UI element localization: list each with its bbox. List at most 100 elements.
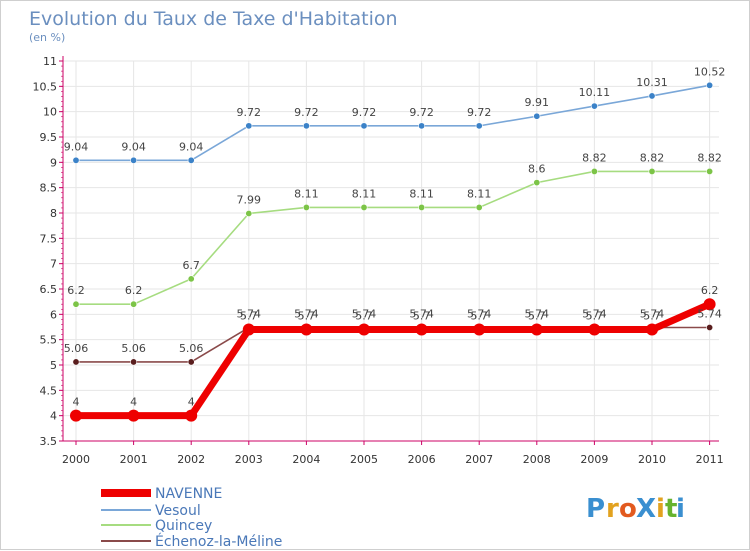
x-tick-label-5: 2005 (350, 453, 378, 466)
data-label-2-0: 5.06 (64, 342, 89, 355)
data-label-0-5: 9.72 (352, 106, 377, 119)
y-tick-label-15: 11 (43, 55, 57, 68)
data-label-1-3: 7.99 (237, 194, 262, 207)
x-tick-label-0: 2000 (62, 453, 90, 466)
data-label-3-2: 4 (188, 396, 195, 409)
x-tick-label-10: 2010 (638, 453, 666, 466)
data-label-2-8: 5.74 (525, 308, 550, 321)
legend-label-1: Vesoul (155, 503, 201, 519)
data-point-1-8 (533, 179, 541, 187)
data-label-1-9: 8.82 (582, 151, 607, 164)
data-label-1-11: 8.82 (697, 151, 722, 164)
data-point-0-6 (418, 122, 426, 130)
data-point-3-6 (415, 323, 428, 336)
logo-letter-3: X (636, 494, 656, 524)
data-label-0-10: 10.31 (636, 76, 668, 89)
y-tick-label-8: 7.5 (40, 232, 58, 245)
data-point-3-8 (530, 323, 543, 336)
data-point-2-11 (706, 324, 714, 332)
data-label-2-7: 5.74 (467, 308, 492, 321)
series-line-3 (76, 300, 712, 420)
x-tick-label-9: 2009 (580, 453, 608, 466)
data-label-0-8: 9.91 (525, 96, 550, 109)
x-tick-label-6: 2006 (408, 453, 436, 466)
data-label-3-9: 5.7 (586, 310, 604, 323)
data-label-2-11: 5.74 (697, 308, 722, 321)
data-point-3-7 (473, 323, 486, 336)
data-point-3-3 (242, 323, 255, 336)
data-label-2-9: 5.74 (582, 308, 607, 321)
data-label-2-6: 5.74 (409, 308, 434, 321)
data-point-1-7 (475, 203, 483, 211)
data-label-3-11: 6.2 (701, 284, 719, 297)
y-tick-label-10: 8.5 (40, 182, 58, 195)
x-tick-label-4: 2004 (292, 453, 320, 466)
y-tick-label-12: 9.5 (40, 131, 58, 144)
grid-lines (63, 60, 719, 442)
legend-label-3: Échenoz-la-Méline (155, 533, 282, 550)
data-point-0-2 (187, 156, 195, 164)
logo-letter-1: r (606, 494, 619, 524)
data-label-1-8: 8.6 (528, 163, 546, 176)
y-tick-label-3: 5 (50, 359, 57, 372)
data-label-3-1: 4 (130, 396, 137, 409)
x-tick-label-7: 2007 (465, 453, 493, 466)
data-point-3-10 (646, 323, 658, 336)
data-point-3-0 (70, 409, 82, 422)
y-tick-label-9: 8 (50, 207, 57, 220)
data-label-3-10: 5.7 (643, 310, 661, 323)
data-point-3-1 (127, 409, 140, 422)
data-point-0-4 (302, 122, 310, 130)
x-tick-label-8: 2008 (523, 453, 551, 466)
data-label-0-4: 9.72 (294, 106, 319, 119)
data-point-0-5 (360, 122, 368, 130)
data-label-0-11: 10.52 (694, 65, 726, 78)
data-label-1-0: 6.2 (67, 284, 85, 297)
y-tick-label-1: 4 (50, 410, 57, 423)
data-point-1-6 (418, 203, 426, 211)
data-label-3-0: 4 (73, 396, 80, 409)
y-tick-label-6: 6.5 (40, 283, 58, 296)
data-label-3-6: 5.7 (413, 310, 431, 323)
x-axis-ticks: 2000 2001 2002 2003 2004 2005 2006 2007 2008 2009… (62, 453, 724, 466)
data-label-0-1: 9.04 (121, 140, 146, 153)
y-axis-ticks: 3.5 4 4.5 5 5.5 6 6.5 7 7.5 8 8.5 9 9.5 10 10.5 11 (33, 55, 58, 448)
data-label-1-10: 8.82 (640, 151, 665, 164)
data-point-0-7 (475, 122, 483, 130)
data-label-0-9: 10.11 (579, 86, 611, 99)
data-label-2-3: 5.74 (237, 308, 262, 321)
data-point-0-0 (72, 156, 80, 164)
y-tick-label-0: 3.5 (40, 435, 58, 448)
data-point-3-11 (703, 298, 716, 311)
y-tick-label-11: 9 (50, 156, 57, 169)
data-point-0-9 (590, 102, 598, 110)
logo-letter-5: t (665, 494, 677, 524)
data-point-1-0 (72, 300, 80, 308)
x-tick-label-1: 2001 (120, 453, 148, 466)
y-tick-label-7: 7 (50, 258, 57, 271)
data-point-2-0 (72, 358, 80, 366)
data-label-0-0: 9.04 (64, 140, 89, 153)
data-point-0-1 (130, 156, 138, 164)
x-tick-label-11: 2011 (696, 453, 724, 466)
data-label-3-5: 5.7 (355, 310, 373, 323)
data-label-0-7: 9.72 (467, 106, 492, 119)
data-label-1-1: 6.2 (125, 284, 143, 297)
data-label-1-2: 6.7 (182, 259, 200, 272)
y-tick-label-4: 5.5 (40, 334, 58, 347)
y-tick-label-2: 4.5 (40, 384, 58, 397)
chart-subtitle: (en %) (29, 31, 65, 44)
data-point-1-1 (130, 300, 138, 308)
data-point-1-11 (706, 167, 714, 175)
data-label-2-1: 5.06 (121, 342, 146, 355)
data-point-0-10 (648, 92, 656, 100)
data-point-3-4 (300, 323, 313, 336)
data-label-3-7: 5.7 (470, 310, 488, 323)
data-label-0-2: 9.04 (179, 140, 204, 153)
series-line-0 (76, 84, 710, 162)
series-group (70, 81, 716, 422)
